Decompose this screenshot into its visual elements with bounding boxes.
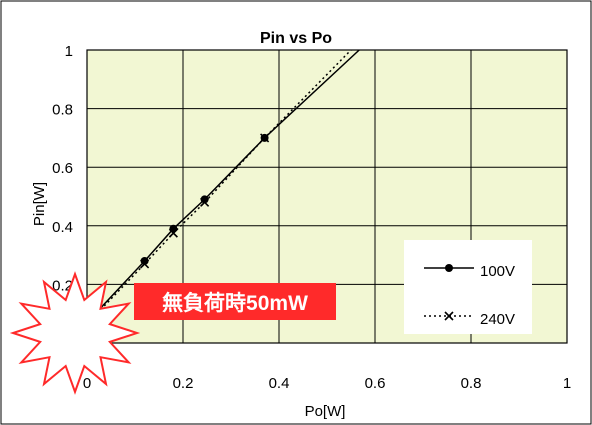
x-axis-label: Po[W]	[305, 403, 346, 420]
annotation-text: 無負荷時50mW	[162, 291, 308, 315]
series-line-100v	[86, 49, 360, 324]
chart-title: Pin vs Po	[260, 30, 332, 47]
y-axis-label: Pin[W]	[31, 182, 48, 226]
y-tick-label: 0.8	[52, 102, 73, 119]
y-tick-label: 0.4	[52, 219, 73, 236]
x-tick-label: 0.4	[269, 375, 290, 392]
legend-marker-240v	[444, 311, 454, 321]
point-marker-240v	[260, 133, 270, 143]
x-tick-label: 0	[83, 375, 91, 392]
legend: 100V 240V	[404, 240, 532, 334]
annotation: 無負荷時50mW	[9, 271, 336, 395]
point-marker-100v	[169, 224, 178, 233]
y-tick-label: 0.2	[52, 277, 73, 294]
x-tick-label: 0.2	[173, 375, 194, 392]
legend-label-240v: 240V	[480, 311, 515, 328]
point-marker-240v	[140, 259, 150, 269]
y-tick-label: 0.6	[52, 160, 73, 177]
point-marker-240v	[168, 228, 178, 238]
legend-marker-100v	[445, 264, 453, 272]
x-tick-label: 0.6	[365, 375, 386, 392]
starburst-shape	[9, 271, 141, 395]
x-tick-labels: 0 0.2 0.4 0.6 0.8 1	[83, 375, 571, 392]
legend-box	[404, 240, 532, 334]
x-tick-label: 1	[563, 375, 571, 392]
series-curves	[86, 49, 360, 325]
y-tick-label: 1	[65, 43, 73, 60]
x-tick-label: 0.8	[461, 375, 482, 392]
legend-label-100v: 100V	[480, 263, 515, 280]
annotation-box	[134, 283, 336, 320]
point-marker-240v	[200, 197, 210, 207]
